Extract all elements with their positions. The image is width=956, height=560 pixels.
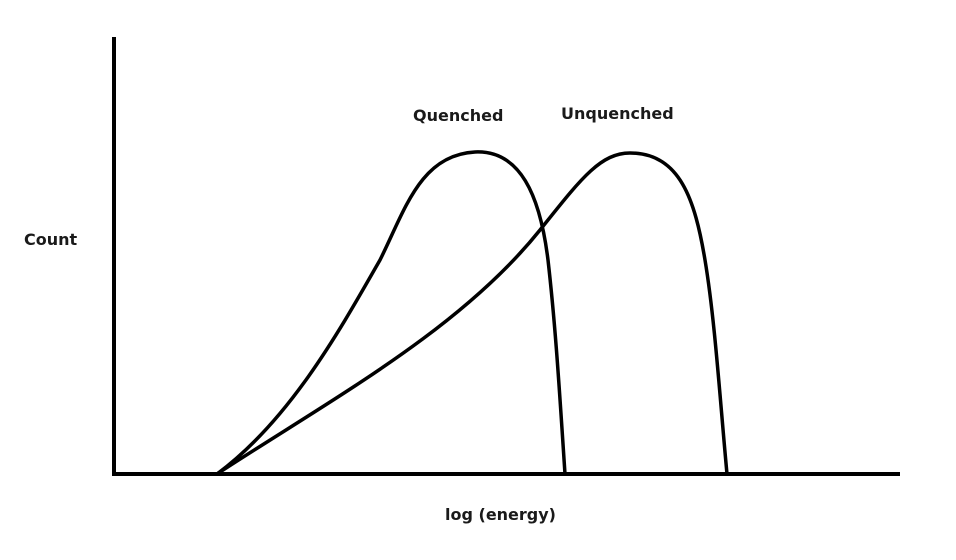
unquenched-annotation: Unquenched: [561, 104, 674, 123]
x-axis-label: log (energy): [445, 505, 556, 524]
y-axis-label: Count: [24, 230, 78, 249]
unquenched-curve: [216, 151, 729, 476]
quenched-annotation: Quenched: [413, 106, 504, 125]
quenched-curve: [215, 150, 567, 476]
